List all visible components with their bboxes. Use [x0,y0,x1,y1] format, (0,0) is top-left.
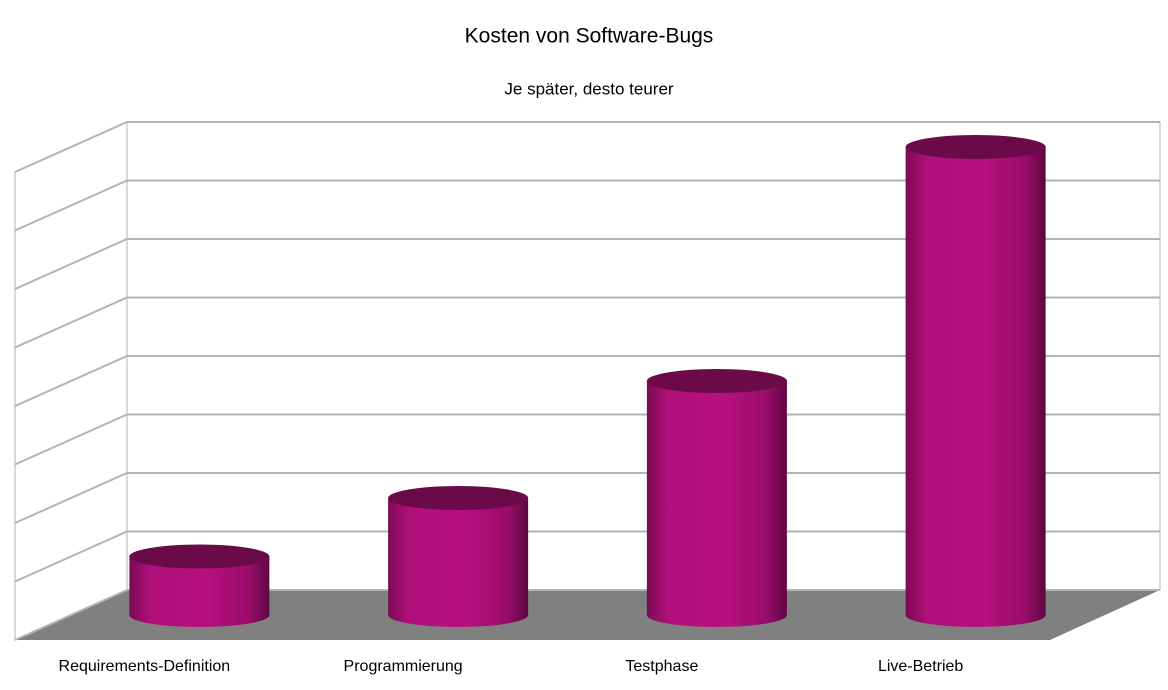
floor [15,590,1160,640]
chart-title: Kosten von Software-Bugs [465,25,714,48]
x-tick-label: Testphase [625,658,698,675]
bar [905,147,1046,627]
bar [129,556,270,627]
grid-line [14,413,1160,466]
grid-line [14,238,1160,290]
x-tick-label: Live-Betrieb [878,658,963,675]
bar [388,498,529,627]
bar-top [388,486,529,510]
bar-top [905,135,1046,159]
grid-line [14,121,1160,173]
x-tick-label: Programmierung [344,658,463,675]
grid-line [14,355,1160,407]
bar-top [129,544,270,569]
bar [646,381,787,627]
bar-top [646,369,787,393]
grid-line [14,530,1160,583]
grid-line [14,179,1160,232]
chart-subtitle: Je später, desto teurer [504,79,673,98]
grid-line [14,472,1160,524]
grid-line [14,589,1160,641]
grid-line [14,296,1160,349]
x-tick-label: Requirements-Definition [59,658,231,675]
